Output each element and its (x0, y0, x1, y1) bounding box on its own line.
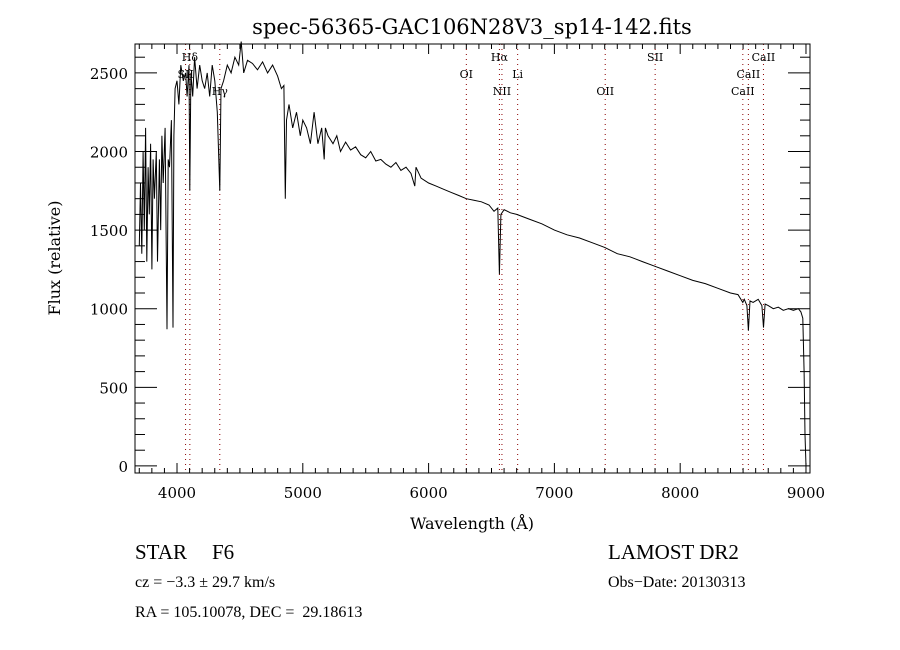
x-tick-label: 8000 (661, 484, 699, 502)
marker-label: OI (460, 68, 473, 81)
y-tick-label: 1000 (90, 301, 128, 319)
x-tick-label: 4000 (158, 484, 196, 502)
spectrum-line (138, 41, 807, 466)
x-tick-label: 7000 (535, 484, 573, 502)
marker-label: CaII (737, 68, 761, 81)
object-subclass: F6 (212, 540, 235, 564)
redshift-text: cz = −3.3 ± 29.7 km/s (135, 574, 276, 591)
marker-label: NII (493, 85, 511, 98)
x-tick-label: 5000 (284, 484, 322, 502)
chart-title: spec-56365-GAC106N28V3_sp14-142.fits (252, 15, 692, 39)
marker-label: CaII (731, 85, 755, 98)
marker-label: Li (512, 68, 523, 81)
marker-label: SII (647, 51, 663, 64)
y-tick-label: 1500 (90, 222, 128, 240)
marker-label: Hα (491, 51, 509, 64)
spectrum-series (138, 41, 807, 466)
marker-label: CaII (752, 51, 776, 64)
axis-ticks: 4000 5000 6000 7000 8000 9000 0 500 1000 1500 2000… (90, 44, 825, 502)
y-axis-label: Flux (relative) (45, 201, 64, 316)
y-tick-label: 500 (99, 379, 128, 397)
marker-label: Hγ (212, 85, 229, 98)
y-tick-label: 2500 (90, 65, 128, 83)
coordinates: RA = 105.10078, DEC = 29.18613 (135, 604, 363, 621)
object-class: STAR (135, 540, 187, 564)
marker-label: Hδ (182, 51, 199, 64)
y-tick-label: 2000 (90, 144, 128, 162)
marker-label: OII (596, 85, 614, 98)
survey-name: LAMOST DR2 (608, 540, 739, 564)
obs-date: Obs−Date: 20130313 (608, 574, 746, 591)
x-tick-label: 9000 (787, 484, 825, 502)
plot-frame (134, 43, 811, 474)
x-axis-label: Wavelength (Å) (410, 513, 534, 533)
x-tick-label: 6000 (410, 484, 448, 502)
y-tick-label: 0 (118, 458, 128, 476)
